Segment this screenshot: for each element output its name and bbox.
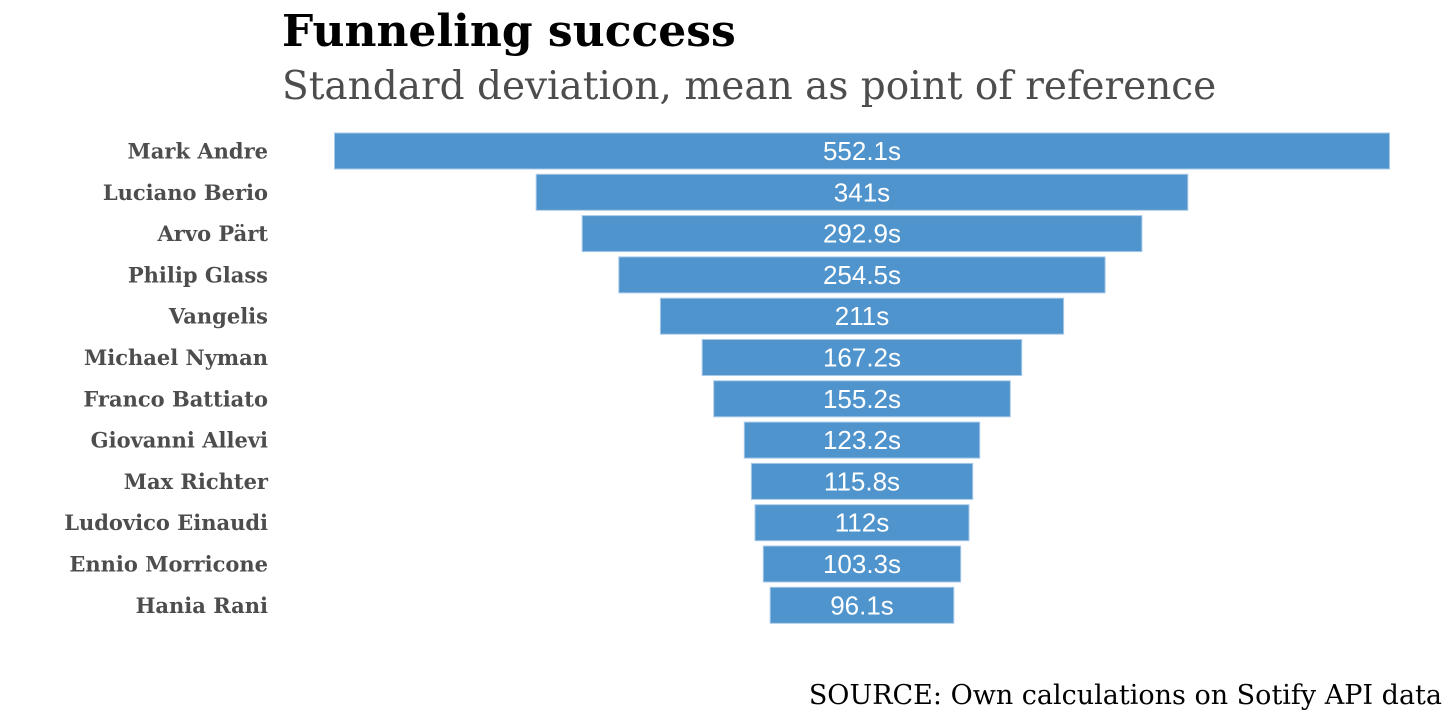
funnel-bar bbox=[713, 380, 1011, 418]
category-label: Max Richter bbox=[124, 469, 269, 494]
chart-subtitle: Standard deviation, mean as point of ref… bbox=[282, 64, 1217, 109]
bar-value-label: 123.2s bbox=[823, 425, 901, 455]
chart-title: Funneling success bbox=[282, 6, 736, 57]
funnel-bar bbox=[743, 421, 981, 459]
bar-value-label: 341s bbox=[834, 177, 890, 207]
category-label: Ennio Morricone bbox=[69, 552, 268, 577]
category-label: Michael Nyman bbox=[84, 345, 268, 370]
bar-value-label: 552.1s bbox=[823, 136, 901, 166]
funnel-bar bbox=[769, 586, 955, 624]
category-label: Vangelis bbox=[168, 304, 268, 329]
funnel-bar bbox=[334, 132, 1390, 170]
bar-value-label: 103.3s bbox=[823, 549, 901, 579]
bar-value-label: 254.5s bbox=[823, 260, 901, 290]
funnel-bar bbox=[754, 504, 970, 542]
category-label: Philip Glass bbox=[128, 262, 268, 287]
funnel-bar bbox=[659, 297, 1065, 335]
category-label: Hania Rani bbox=[136, 593, 268, 618]
funnel-bar bbox=[762, 545, 962, 583]
category-label: Franco Battiato bbox=[83, 386, 268, 411]
funnel-bar bbox=[618, 256, 1106, 294]
funnel-bar bbox=[581, 215, 1143, 253]
bar-value-label: 292.9s bbox=[823, 219, 901, 249]
category-label: Arvo Pärt bbox=[157, 221, 269, 246]
category-label: Ludovico Einaudi bbox=[64, 510, 268, 535]
bar-value-label: 112s bbox=[835, 508, 889, 538]
category-label: Luciano Berio bbox=[103, 180, 268, 205]
source-note: SOURCE: Own calculations on Sotify API d… bbox=[808, 680, 1442, 711]
category-label: Mark Andre bbox=[128, 139, 268, 164]
funnel-bar bbox=[750, 462, 974, 500]
bar-value-label: 211s bbox=[835, 301, 889, 331]
funnel-bar bbox=[535, 173, 1189, 211]
category-label: Giovanni Allevi bbox=[91, 428, 268, 453]
bar-value-label: 115.8s bbox=[824, 466, 900, 496]
bar-value-label: 96.1s bbox=[830, 590, 894, 620]
funnel-bar bbox=[701, 339, 1023, 376]
bar-value-label: 167.2s bbox=[823, 343, 901, 373]
bar-value-label: 155.2s bbox=[823, 384, 901, 414]
